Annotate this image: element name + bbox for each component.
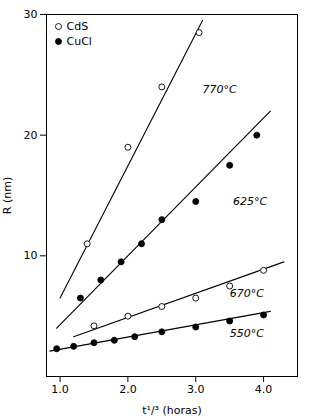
svg-text:30: 30 xyxy=(24,8,38,21)
svg-text:t¹/³ (horas): t¹/³ (horas) xyxy=(142,404,202,416)
svg-text:625°C: 625°C xyxy=(233,195,267,208)
svg-text:1.0: 1.0 xyxy=(51,383,69,396)
svg-text:3.0: 3.0 xyxy=(187,383,205,396)
svg-text:550°C: 550°C xyxy=(230,327,264,340)
svg-text:10: 10 xyxy=(24,249,38,262)
svg-text:CuCl: CuCl xyxy=(67,35,92,48)
svg-text:670°C: 670°C xyxy=(230,287,264,300)
svg-text:R (nm): R (nm) xyxy=(1,177,14,214)
svg-text:4.0: 4.0 xyxy=(255,383,273,396)
svg-text:770°C: 770°C xyxy=(203,83,237,96)
svg-text:2.0: 2.0 xyxy=(119,383,136,396)
svg-text:20: 20 xyxy=(24,129,38,142)
svg-text:CdS: CdS xyxy=(67,20,89,33)
